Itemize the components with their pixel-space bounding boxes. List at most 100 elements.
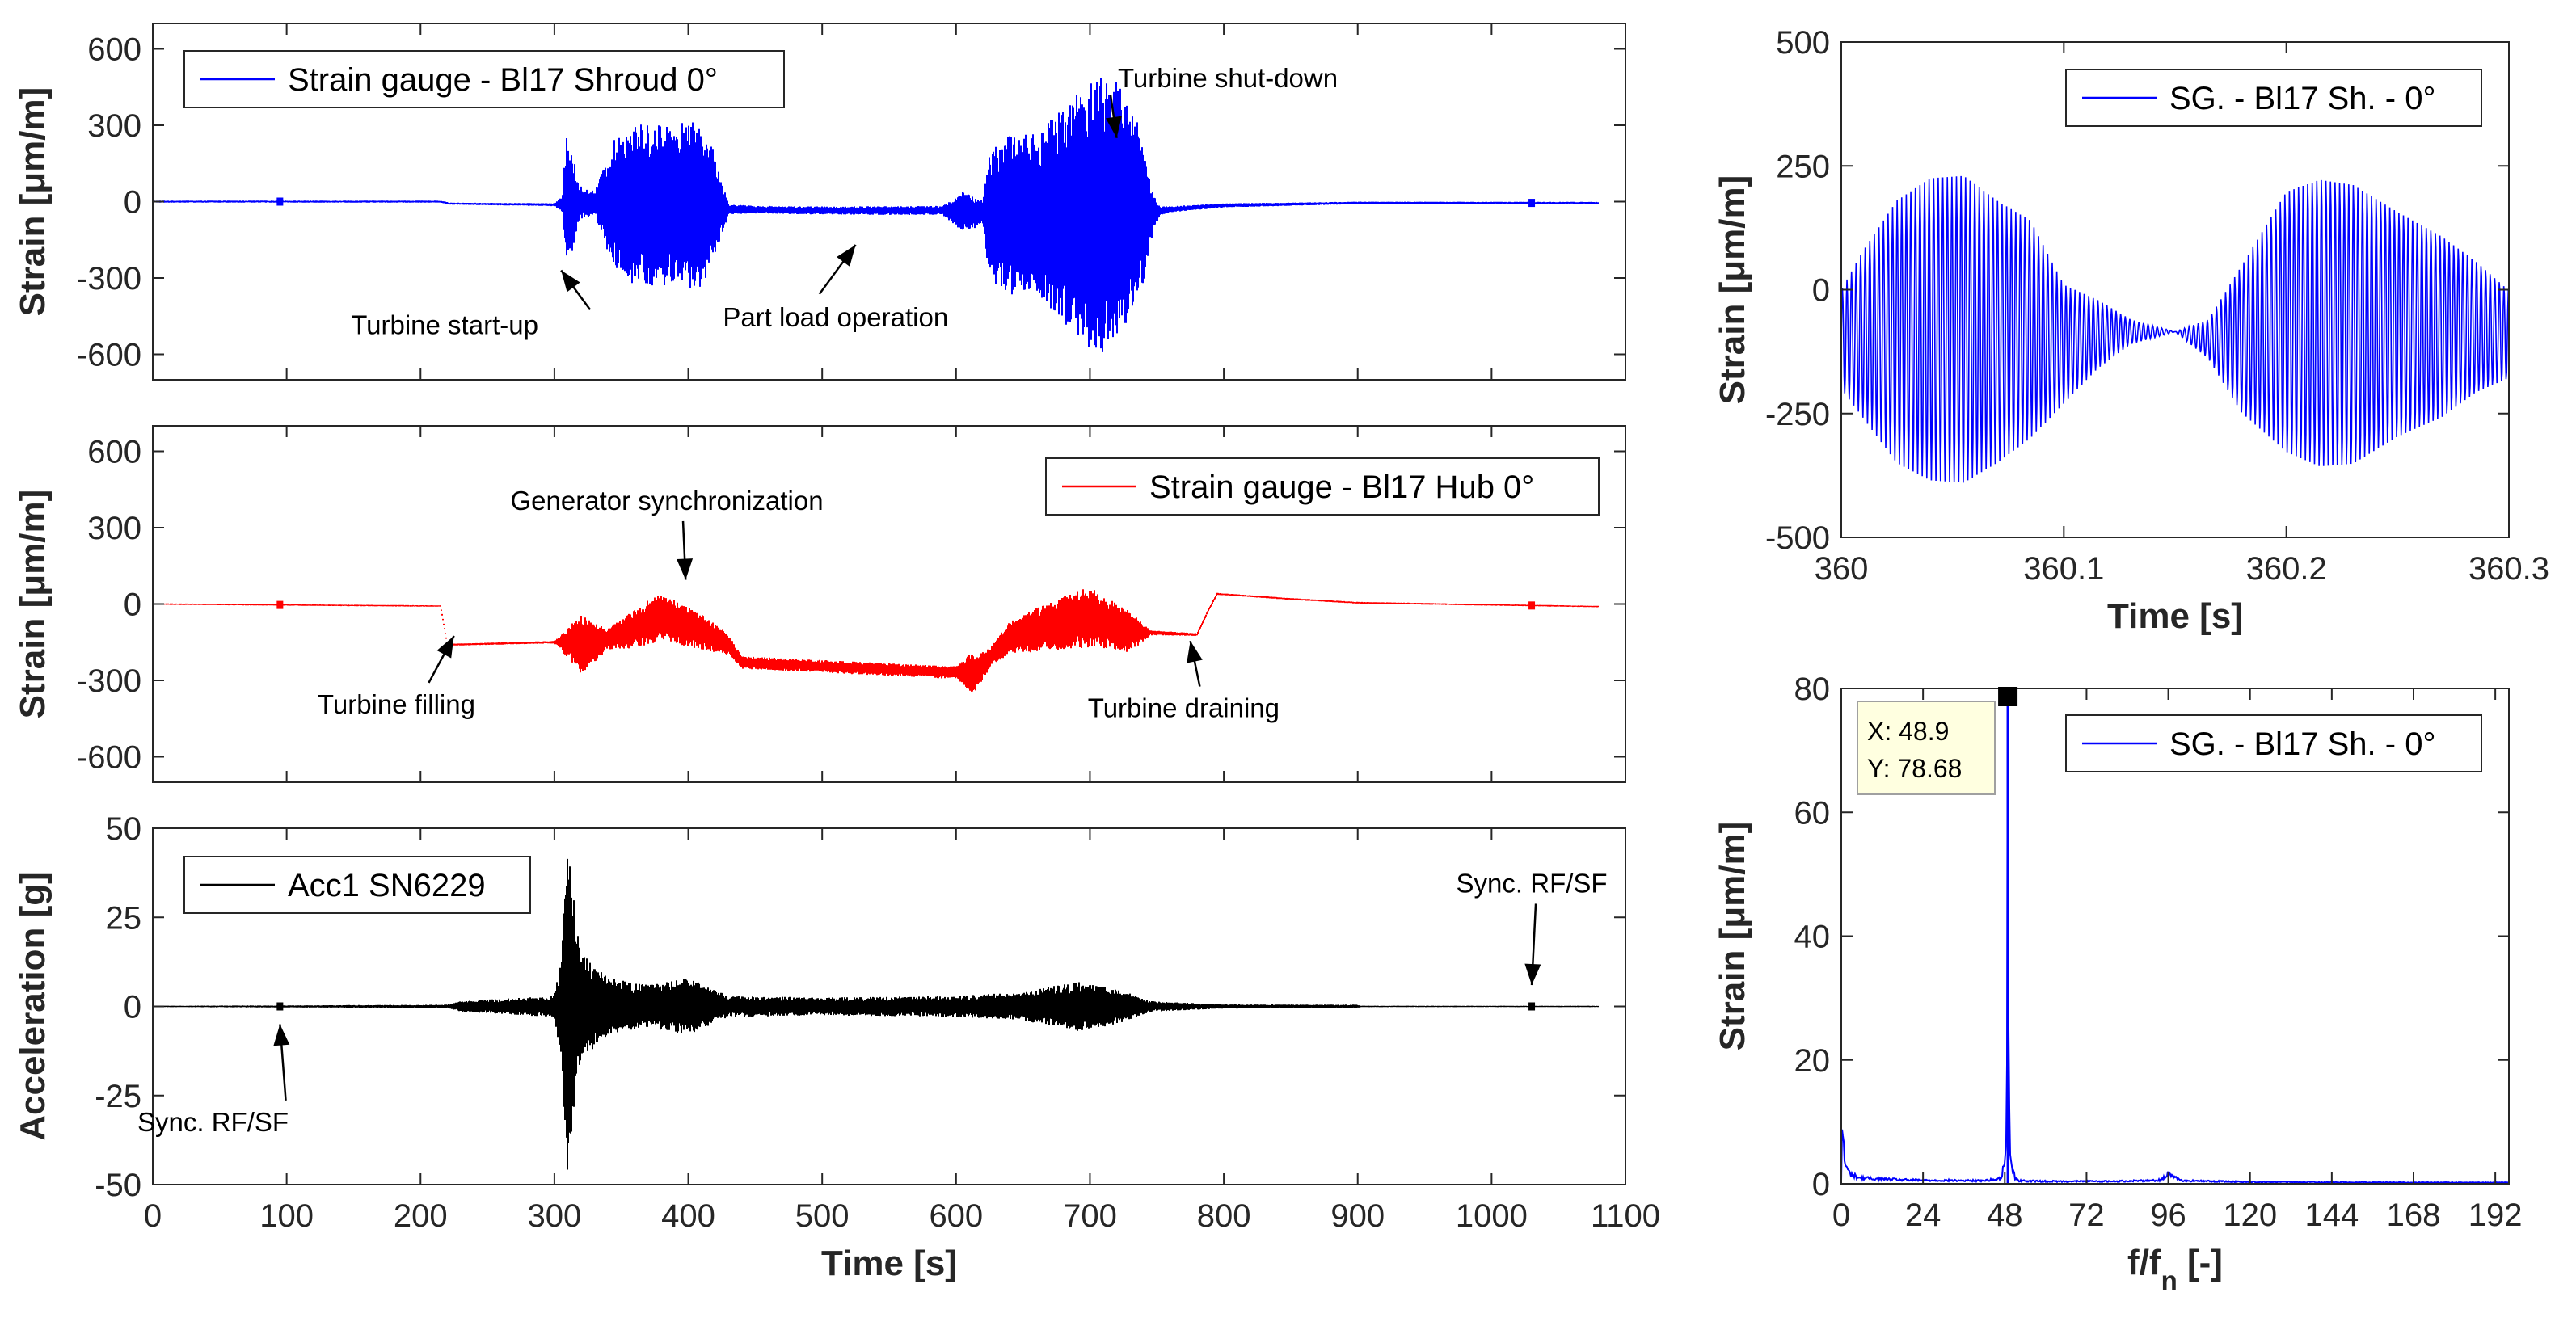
x-tick-label: 360.3: [2468, 551, 2549, 587]
y-tick-label: 0: [1812, 273, 1830, 309]
data-layer: [153, 858, 1599, 1170]
series-line: [153, 589, 1599, 692]
data-layer: [153, 589, 1599, 692]
x-tick-label: 100: [259, 1198, 314, 1234]
x-tick-label: 360: [1815, 551, 1869, 587]
datatip-x: X: 48.9: [1867, 717, 1949, 746]
datatip-y: Y: 78.68: [1867, 754, 1962, 783]
x-tick-label: 200: [394, 1198, 448, 1234]
y-tick-label: 40: [1794, 920, 1831, 955]
legend-label: Strain gauge - Bl17 Shroud 0°: [288, 62, 718, 98]
sync-marker: [1528, 199, 1536, 208]
x-tick-label: 800: [1197, 1198, 1251, 1234]
y-tick-label: -50: [95, 1168, 141, 1203]
legend: SG. - Bl17 Sh. - 0°: [2065, 714, 2482, 772]
data-layer: [153, 78, 1599, 352]
y-tick-label: 0: [124, 587, 141, 623]
y-tick-label: 25: [106, 900, 142, 936]
chart-p3: 0 100 200 300 400 500 600 700 800 900 1000 1100-50-…: [13, 811, 1660, 1283]
y-tick-label: 500: [1776, 25, 1830, 61]
annotation: Turbine shut-down: [1106, 63, 1338, 138]
y-tick-label: 0: [1812, 1167, 1830, 1202]
legend-box: [1045, 457, 1600, 516]
y-tick-label: 600: [87, 32, 141, 68]
legend: Strain gauge - Bl17 Hub 0°: [1045, 457, 1600, 516]
annotation: Turbine filling: [318, 635, 475, 719]
y-axis-label: Acceleration [g]: [13, 872, 53, 1141]
sync-marker: [276, 197, 284, 206]
y-tick-label: -300: [77, 261, 141, 297]
x-tick-label: 360.2: [2246, 551, 2327, 587]
y-tick-label: 250: [1776, 149, 1830, 184]
x-tick-label: 700: [1063, 1198, 1117, 1234]
annotation-text: Turbine shut-down: [1118, 63, 1338, 93]
series-line: [153, 78, 1599, 352]
legend-label: Strain gauge - Bl17 Hub 0°: [1149, 469, 1534, 505]
sync-marker: [1528, 1002, 1536, 1011]
annotation: Turbine start-up: [351, 269, 592, 339]
x-tick-label: 120: [2223, 1198, 2277, 1233]
x-tick-label: 900: [1330, 1198, 1385, 1234]
x-tick-label: 0: [144, 1198, 162, 1234]
annotation-text: Sync. RF/SF: [1457, 868, 1608, 898]
y-axis-label: Strain [μm/m]: [1713, 822, 1752, 1051]
annotation-text: Sync. RF/SF: [137, 1107, 289, 1137]
legend: Strain gauge - Bl17 Shroud 0°: [183, 50, 785, 108]
y-tick-label: 0: [124, 990, 141, 1025]
annotation-text: Turbine filling: [318, 689, 475, 719]
legend-box: [183, 50, 785, 108]
annotation-text: Generator synchronization: [511, 486, 824, 516]
y-tick-label: 20: [1794, 1043, 1831, 1079]
x-tick-label: 168: [2387, 1198, 2441, 1233]
datatip: X: 48.9 Y: 78.68: [1857, 687, 2018, 795]
annotation: Sync. RF/SF: [1457, 868, 1608, 986]
series-line: [1841, 175, 2509, 483]
sync-marker: [1528, 601, 1536, 610]
annotation: Sync. RF/SF: [137, 1024, 290, 1137]
x-tick-label: 600: [929, 1198, 983, 1234]
legend: Acc1 SN6229: [183, 856, 531, 914]
x-tick-label: 300: [528, 1198, 582, 1234]
y-tick-label: -300: [77, 663, 141, 699]
annotation-arrowhead: [1106, 116, 1122, 138]
chart-p2: -600 -300 0 300 600 Strain [μm/m] Strain gauge…: [13, 425, 1626, 783]
y-tick-label: 60: [1794, 795, 1831, 831]
y-tick-label: -600: [77, 338, 141, 373]
legend-label: Acc1 SN6229: [288, 868, 486, 903]
x-tick-label: 48: [1987, 1198, 2023, 1233]
data-layer: [1841, 688, 2509, 1184]
x-tick-label: 500: [795, 1198, 850, 1234]
series-line: [1841, 688, 2509, 1184]
x-tick-label: 144: [2304, 1198, 2359, 1233]
x-axis-label: f/fn [-]: [2127, 1243, 2223, 1295]
annotation-arrowhead: [1187, 641, 1203, 663]
annotation-arrowhead: [837, 245, 856, 267]
sync-marker: [276, 1002, 284, 1011]
y-tick-label: 50: [106, 811, 142, 847]
annotation: Generator synchronization: [511, 486, 824, 580]
y-tick-label: -25: [95, 1079, 141, 1114]
y-axis-label: Strain [μm/m]: [13, 87, 53, 317]
legend-label: SG. - Bl17 Sh. - 0°: [2169, 726, 2435, 762]
y-tick-label: 600: [87, 435, 141, 470]
y-tick-label: -600: [77, 740, 141, 776]
datatip-box: [1857, 701, 1996, 795]
y-axis-label: Strain [μm/m]: [1713, 175, 1752, 405]
annotation-arrowhead: [1524, 963, 1541, 986]
annotation-arrowhead: [677, 558, 694, 580]
annotation-arrowhead: [561, 270, 580, 293]
x-tick-label: 96: [2150, 1198, 2186, 1233]
x-tick-label: 400: [661, 1198, 715, 1234]
x-axis-label: Time [s]: [821, 1244, 957, 1283]
annotation: Turbine draining: [1088, 640, 1280, 723]
series-line: [153, 858, 1599, 1170]
x-tick-label: 72: [2068, 1198, 2105, 1233]
x-tick-label: 192: [2468, 1198, 2523, 1233]
y-tick-label: -500: [1765, 520, 1830, 556]
sync-marker: [276, 600, 284, 609]
datatip-marker: [1998, 687, 2018, 706]
chart-p4: 360 360.1 360.2 360.3 -500 -250 0 250 500 Strain …: [1713, 25, 2549, 636]
y-tick-label: -250: [1765, 397, 1830, 432]
data-layer: [1841, 175, 2509, 483]
